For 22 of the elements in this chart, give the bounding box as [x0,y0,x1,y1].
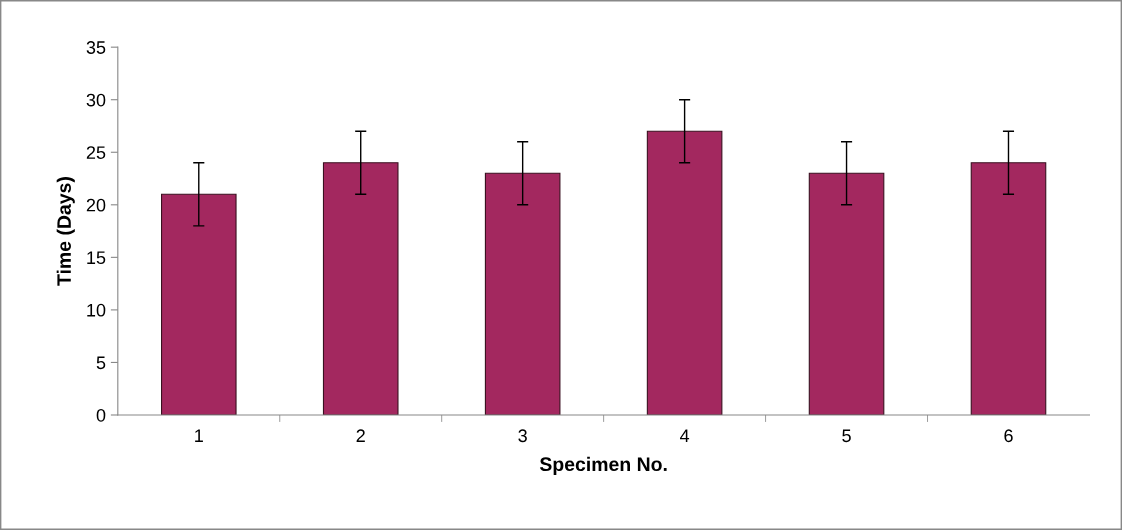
y-tick-label: 25 [86,146,106,159]
bar [646,130,723,415]
x-tick-label: 5 [842,429,851,443]
bar [808,172,885,415]
x-tick-label: 4 [680,429,690,442]
bar [970,162,1047,415]
x-tick-label: 6 [1004,429,1013,443]
x-tick-label: 2 [356,429,365,442]
x-tick-label: 3 [518,429,527,443]
bar [484,172,561,415]
x-tick-label: 1 [195,429,203,442]
bar [160,193,237,415]
x-axis-title: Specimen No. [539,456,667,475]
y-tick-label: 20 [86,198,106,212]
bar [322,162,399,415]
y-tick-label: 0 [96,408,106,422]
y-axis-title: Time (Days) [56,177,75,286]
y-tick-label: 10 [87,303,106,317]
y-tick-label: 5 [96,356,106,370]
y-tick-label: 15 [87,251,106,265]
y-tick-label: 35 [86,41,106,54]
y-tick-label: 30 [86,93,106,107]
